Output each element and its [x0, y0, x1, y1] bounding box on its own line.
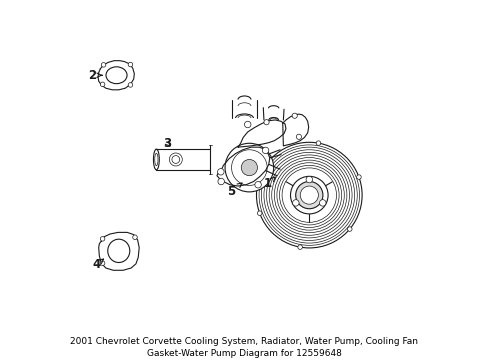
Circle shape — [100, 82, 104, 86]
Circle shape — [100, 261, 104, 265]
Circle shape — [101, 63, 105, 67]
Circle shape — [254, 181, 261, 188]
Circle shape — [169, 153, 182, 166]
Circle shape — [132, 235, 137, 239]
Circle shape — [241, 159, 257, 176]
Circle shape — [296, 134, 301, 139]
Text: 3: 3 — [163, 137, 171, 150]
Circle shape — [128, 83, 132, 87]
Circle shape — [290, 176, 327, 214]
Circle shape — [300, 186, 318, 204]
Circle shape — [244, 121, 250, 128]
Text: 1: 1 — [263, 177, 275, 190]
Circle shape — [100, 237, 104, 241]
Circle shape — [218, 178, 224, 185]
Circle shape — [291, 113, 297, 118]
Circle shape — [262, 147, 268, 154]
Circle shape — [295, 181, 322, 209]
Ellipse shape — [153, 149, 159, 170]
Circle shape — [217, 168, 224, 175]
Circle shape — [256, 142, 362, 248]
Circle shape — [297, 245, 302, 249]
Text: 2001 Chevrolet Corvette Cooling System, Radiator, Water Pump, Cooling Fan
Gasket: 2001 Chevrolet Corvette Cooling System, … — [70, 337, 418, 358]
Circle shape — [347, 227, 351, 231]
Circle shape — [266, 159, 270, 163]
Ellipse shape — [106, 67, 127, 84]
Circle shape — [128, 62, 132, 67]
Circle shape — [356, 175, 361, 179]
Ellipse shape — [107, 239, 129, 262]
Circle shape — [316, 141, 320, 145]
Circle shape — [257, 211, 262, 215]
Circle shape — [264, 120, 268, 125]
Circle shape — [319, 200, 325, 206]
Circle shape — [224, 143, 273, 192]
Text: 5: 5 — [227, 183, 242, 198]
Text: 2: 2 — [88, 69, 102, 82]
Circle shape — [292, 200, 299, 206]
Text: 4: 4 — [92, 258, 103, 271]
Circle shape — [305, 176, 312, 183]
